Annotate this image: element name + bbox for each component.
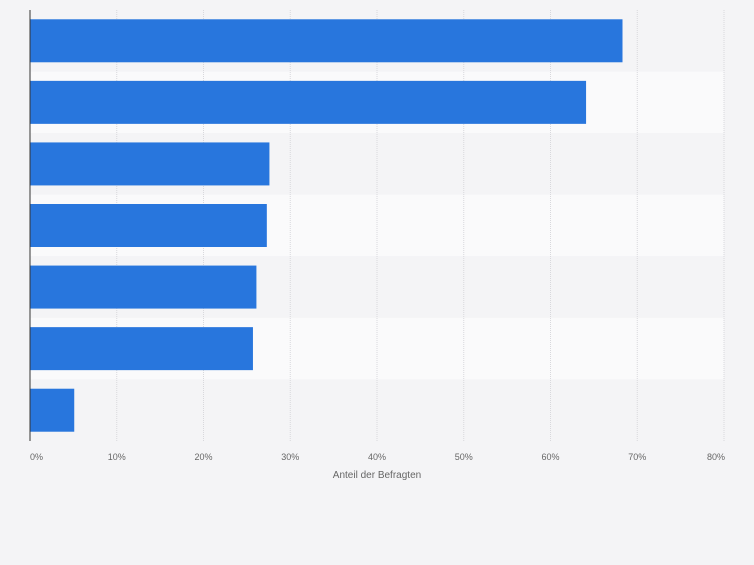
- x-tick-label: 80%: [707, 452, 725, 462]
- x-tick-label: 40%: [368, 452, 386, 462]
- x-tick-label: 50%: [455, 452, 473, 462]
- bars: [30, 19, 623, 432]
- bar[interactable]: [30, 327, 253, 371]
- bar[interactable]: [30, 265, 257, 309]
- bar[interactable]: [30, 388, 75, 432]
- bar[interactable]: [30, 142, 270, 186]
- x-tick-label: 30%: [281, 452, 299, 462]
- bar[interactable]: [30, 80, 587, 124]
- x-axis-label: Anteil der Befragten: [333, 470, 421, 481]
- bar[interactable]: [30, 204, 267, 247]
- bar[interactable]: [30, 19, 623, 63]
- x-tick-labels: 0% 10% 20% 30% 40% 50% 60% 70% 80%: [30, 452, 725, 462]
- x-tick-label: 10%: [108, 452, 126, 462]
- x-tick-label: 70%: [628, 452, 646, 462]
- x-tick-label: 60%: [541, 452, 559, 462]
- x-tick-label: 20%: [194, 452, 212, 462]
- x-tick-label: 0%: [30, 452, 43, 462]
